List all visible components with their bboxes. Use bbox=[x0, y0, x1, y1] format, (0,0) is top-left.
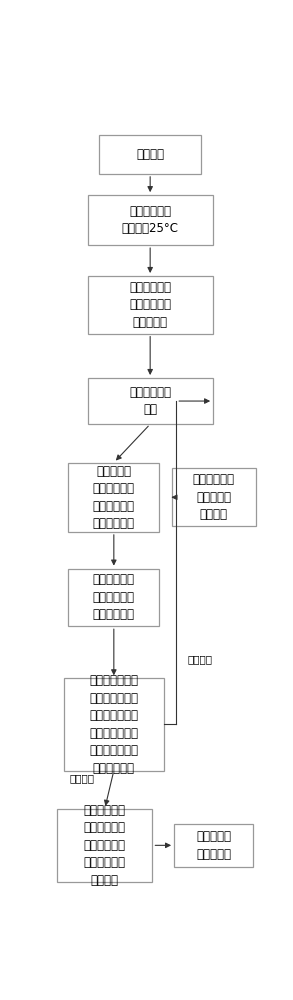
FancyBboxPatch shape bbox=[69, 569, 159, 626]
Text: 在不超过器件所
允许的最高工作
温度的范围里，
漏源电流是否能
达到直流栅压下
的漏源电流值: 在不超过器件所 允许的最高工作 温度的范围里， 漏源电流是否能 达到直流栅压下 … bbox=[89, 674, 138, 775]
Text: 利用公式计
算出热阻值: 利用公式计 算出热阻值 bbox=[196, 830, 231, 861]
Text: 记录当前漏源
电流与直流栅
压下的漏源电
流值相等时箱
内的温度: 记录当前漏源 电流与直流栅 压下的漏源电 流值相等时箱 内的温度 bbox=[84, 804, 126, 887]
FancyBboxPatch shape bbox=[88, 276, 213, 334]
FancyBboxPatch shape bbox=[99, 135, 201, 174]
Text: 测量漏源间的
电流: 测量漏源间的 电流 bbox=[129, 386, 171, 416]
FancyBboxPatch shape bbox=[64, 678, 164, 771]
Text: 设备连接: 设备连接 bbox=[136, 148, 164, 161]
FancyBboxPatch shape bbox=[88, 195, 213, 245]
Text: 为待测器件施
加漏源电压，
与直流栅压: 为待测器件施 加漏源电压， 与直流栅压 bbox=[129, 281, 171, 329]
Text: 设置温度控制
箱温度为25°C: 设置温度控制 箱温度为25°C bbox=[122, 205, 179, 235]
FancyBboxPatch shape bbox=[69, 463, 159, 532]
Text: 提高温度控制
箱温度，同时
监测漏源电流: 提高温度控制 箱温度，同时 监测漏源电流 bbox=[93, 573, 135, 621]
Text: 降低栅压值，
并重新施加
直流栅压: 降低栅压值， 并重新施加 直流栅压 bbox=[193, 473, 235, 521]
FancyBboxPatch shape bbox=[88, 378, 213, 424]
Text: 不能达到: 不能达到 bbox=[188, 654, 213, 664]
FancyBboxPatch shape bbox=[174, 824, 253, 867]
Text: 可以达到: 可以达到 bbox=[69, 773, 95, 783]
FancyBboxPatch shape bbox=[57, 809, 152, 882]
Text: 撤去直流栅
压，加上幅值
与直流栅压相
同的脉冲栅压: 撤去直流栅 压，加上幅值 与直流栅压相 同的脉冲栅压 bbox=[93, 465, 135, 530]
FancyBboxPatch shape bbox=[172, 468, 256, 526]
